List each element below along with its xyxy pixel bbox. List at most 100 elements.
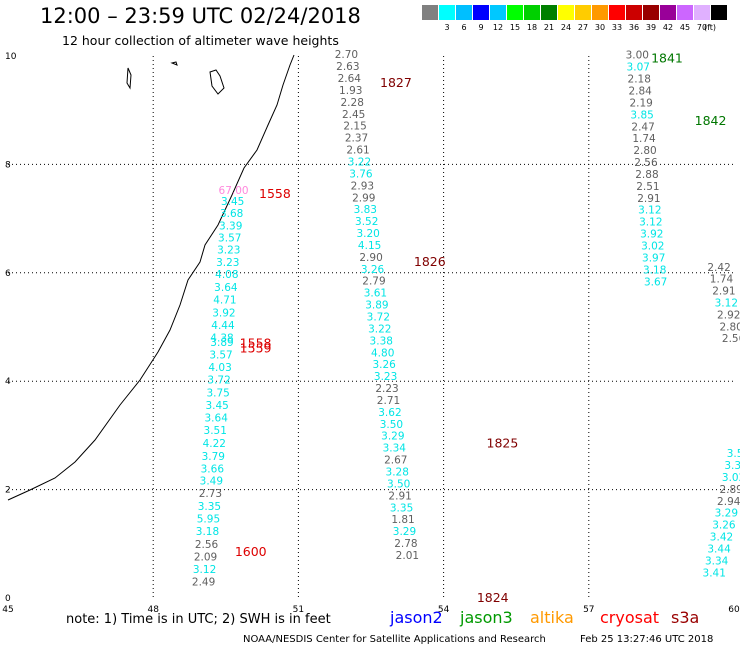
swh-value: 2.19 — [629, 97, 652, 109]
swh-value: 3.41 — [703, 567, 726, 579]
swh-value: 3.02 — [641, 240, 664, 252]
lon-tick-label: 57 — [583, 605, 594, 615]
swh-value: 3.23 — [374, 371, 397, 383]
swh-value: 2.64 — [338, 73, 362, 85]
swh-value: 3.89 — [210, 337, 233, 349]
swh-value: 2.99 — [352, 192, 375, 204]
swh-value: 2.73 — [199, 488, 222, 500]
swh-value: 3.45 — [205, 400, 228, 412]
swh-value: 2.18 — [628, 74, 651, 86]
swh-value: 2.91 — [388, 490, 411, 502]
swh-value: 3.29 — [393, 526, 416, 538]
swh-value: 2.56 — [195, 539, 219, 551]
swh-value: 3.51 — [204, 425, 227, 437]
legend-label: 18 — [526, 23, 538, 32]
swh-value: 2.09 — [194, 552, 217, 564]
swh-value: 3.29 — [381, 431, 404, 443]
axis-labels: 45 48 51 54 57 60 0 2 4 6 8 10 — [2, 52, 740, 615]
swh-value: 3.02 — [722, 472, 740, 484]
pass-time-label: 1600 — [235, 544, 267, 559]
swh-value: 3.23 — [216, 257, 239, 269]
swh-value: 3.42 — [710, 532, 733, 544]
swh-value: 4.80 — [371, 347, 394, 359]
coastline — [7, 54, 295, 501]
satellite-name: altika — [530, 608, 574, 627]
swh-value: 4.38 — [210, 333, 233, 345]
swh-value: 3.07 — [627, 62, 650, 74]
legend-swatch — [609, 5, 625, 20]
footer-note: note: 1) Time is in UTC; 2) SWH is in fe… — [66, 612, 331, 627]
swh-value: 2.79 — [362, 276, 385, 288]
legend-swatch — [507, 5, 523, 20]
track-edge: 2.421.742.913.122.922.802.56 — [707, 262, 740, 345]
legend-swatch — [711, 5, 727, 20]
legend-swatch — [439, 5, 455, 20]
legend-label: 42 — [662, 23, 674, 32]
swh-value: 3.28 — [386, 467, 409, 479]
swh-value: 3.89 — [365, 300, 388, 312]
map-title: 12:00 – 23:59 UTC 02/24/2018 — [40, 4, 361, 28]
swh-value: 4.15 — [358, 240, 381, 252]
pass-time-label: 1827 — [380, 75, 412, 90]
swh-value: 3.64 — [214, 282, 238, 294]
swh-value: 5.95 — [197, 514, 220, 526]
legend-swatch — [524, 5, 540, 20]
lon-tick-label: 60 — [728, 605, 740, 615]
lat-tick-label: 2 — [5, 486, 11, 496]
swh-value: 3.50 — [387, 478, 410, 490]
swh-value: 3.12 — [193, 564, 216, 576]
swh-value: 2.70 — [335, 49, 358, 61]
island-path — [209, 69, 225, 95]
swh-value: 2.80 — [633, 145, 656, 157]
legend-swatch — [643, 5, 659, 20]
swh-value: 2.23 — [375, 383, 398, 395]
swh-value: 2.88 — [635, 169, 658, 181]
swh-value: 3.29 — [715, 508, 738, 520]
swh-value: 4.44 — [211, 320, 235, 332]
swh-value: 3.92 — [212, 308, 235, 320]
legend-swatch — [592, 5, 608, 20]
legend-swatch — [490, 5, 506, 20]
satellite-name: jason3 — [460, 608, 513, 627]
swh-value: 2.78 — [394, 538, 417, 550]
swh-value: 4.71 — [213, 295, 236, 307]
legend-label: 36 — [628, 23, 640, 32]
swh-value: 3.62 — [378, 407, 401, 419]
swh-value: 3.50 — [380, 419, 403, 431]
swh-value: 1.81 — [391, 514, 414, 526]
swh-value: 2.61 — [346, 145, 369, 157]
swh-value: 3.72 — [367, 311, 390, 323]
swh-value: 3.12 — [639, 217, 662, 229]
legend-swatch — [660, 5, 676, 20]
satellite-name: jason2 — [390, 608, 443, 627]
track-1600: 67.003.453.683.393.573.233.234.083.644.7… — [192, 185, 249, 588]
legend-label: 39 — [645, 23, 657, 32]
pass-time-label: 1824 — [477, 590, 509, 605]
satellite-name: cryosat — [600, 608, 660, 627]
legend-label: 45 — [679, 23, 691, 32]
legend-swatch — [558, 5, 574, 20]
lon-tick-label: 45 — [2, 605, 13, 615]
swh-value: 3.12 — [715, 297, 738, 309]
swh-value: 3.35 — [198, 501, 221, 513]
swh-value: 3.79 — [202, 451, 225, 463]
swh-value: 3.35 — [390, 502, 413, 514]
swh-value: 3.34 — [383, 443, 407, 455]
swh-value: 2.89 — [719, 484, 740, 496]
lat-tick-label: 8 — [5, 160, 11, 170]
swh-value: 3.72 — [207, 374, 230, 386]
legend-label: 30 — [594, 23, 606, 32]
pass-time-label: 1559 — [240, 341, 272, 356]
swh-value: 3.22 — [368, 323, 391, 335]
legend-label: 9 — [478, 23, 484, 32]
swh-value: 2.49 — [192, 577, 215, 589]
legend-label: 6 — [461, 23, 467, 32]
swh-value: 2.01 — [396, 550, 419, 562]
legend-swatch — [422, 5, 438, 20]
swh-value: 2.45 — [342, 109, 365, 121]
legend-swatch — [575, 5, 591, 20]
lat-tick-label: 0 — [5, 594, 11, 604]
swh-value: 3.50 — [727, 448, 740, 460]
swh-value: 2.84 — [628, 85, 652, 97]
